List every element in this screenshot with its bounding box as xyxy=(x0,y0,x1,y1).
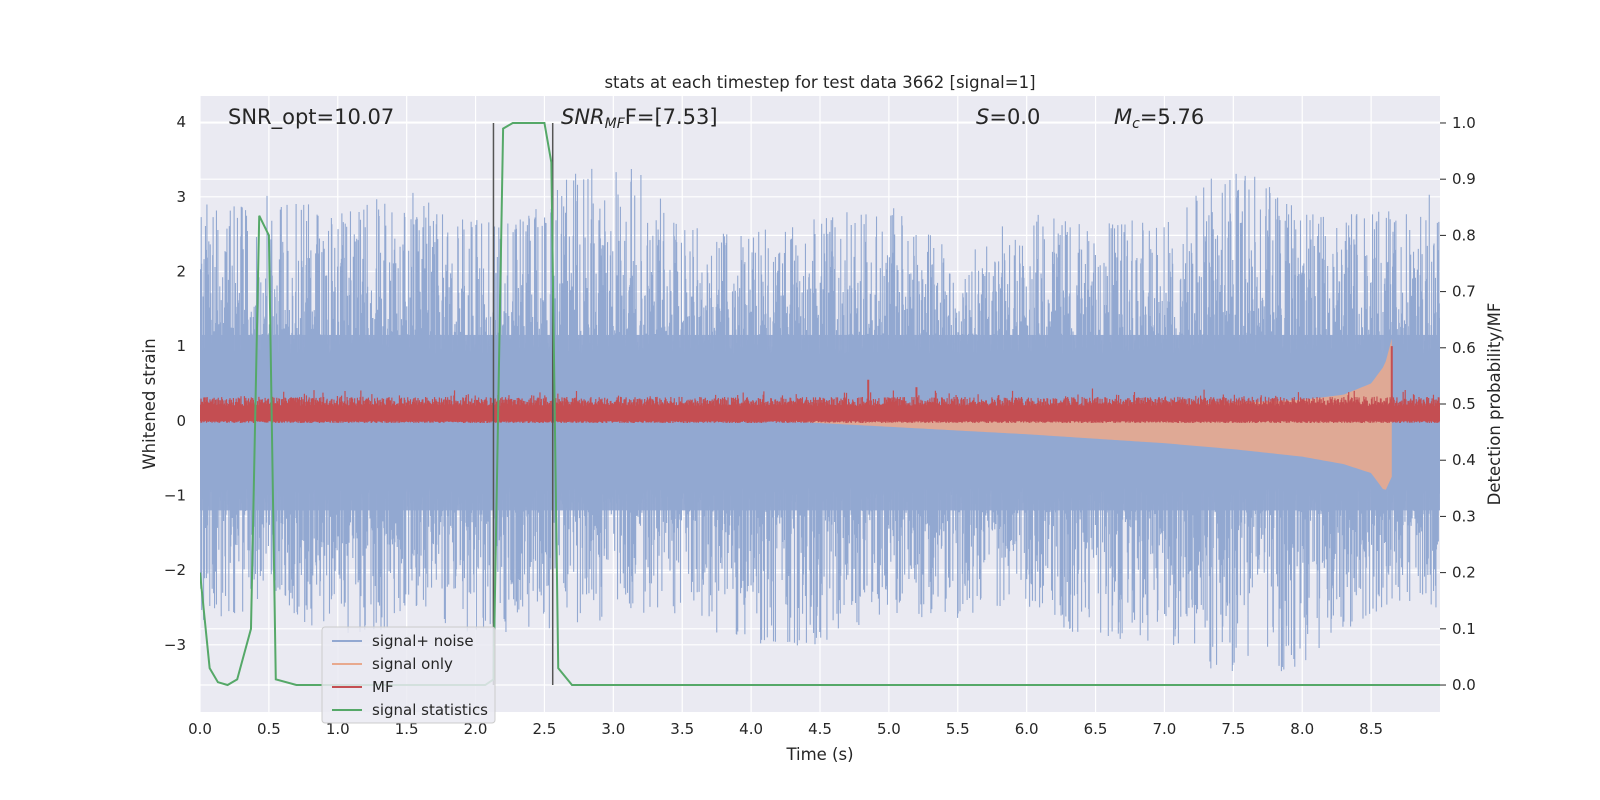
x-axis-ticks: 0.0 0.5 1.0 1.5 2.0 2.5 3.0 3.5 4.0 4.5 5.0 5.5 6.0 6… xyxy=(188,720,1383,738)
legend: signal+ noise signal only MF signal stat… xyxy=(321,626,496,724)
y2-tick-label: 0.9 xyxy=(1452,170,1476,188)
x-axis-title: Time (s) xyxy=(785,745,853,764)
mf-trace xyxy=(200,388,1440,424)
y-tick-label: 2 xyxy=(176,262,186,280)
y2-tick-label: 0.3 xyxy=(1452,507,1476,525)
annotation-mc: Mc=5.76 xyxy=(1114,105,1204,132)
x-tick-label: 2.5 xyxy=(533,720,557,738)
x-tick-label: 2.0 xyxy=(464,720,488,738)
annotation-snr-mf: SNRMFF=[7.53] xyxy=(561,105,718,132)
legend-label-signal-only: signal only xyxy=(372,655,453,673)
y2-tick-label: 0.4 xyxy=(1452,451,1476,469)
y-tick-label: 0 xyxy=(176,412,186,430)
y-tick-label: 3 xyxy=(176,188,186,206)
x-tick-label: 1.0 xyxy=(326,720,350,738)
chart-title: stats at each timestep for test data 366… xyxy=(604,73,1035,92)
x-tick-label: 6.0 xyxy=(1015,720,1039,738)
x-tick-label: 0.5 xyxy=(257,720,281,738)
legend-label-signal-noise: signal+ noise xyxy=(372,632,474,650)
x-tick-label: 4.5 xyxy=(808,720,832,738)
x-tick-label: 7.5 xyxy=(1221,720,1245,738)
y2-axis-title: Detection probability/MF xyxy=(1485,303,1504,506)
y-axis-ticks: −3 −2 −1 0 1 2 3 4 xyxy=(164,113,186,654)
x-tick-label: 8.5 xyxy=(1359,720,1383,738)
x-tick-label: 6.5 xyxy=(1084,720,1108,738)
y-tick-label: 4 xyxy=(176,113,186,131)
x-tick-label: 5.0 xyxy=(877,720,901,738)
x-tick-label: 0.0 xyxy=(188,720,212,738)
y2-tick-label: 1.0 xyxy=(1452,114,1476,132)
x-tick-label: 8.0 xyxy=(1290,720,1314,738)
y2-tick-label: 0.6 xyxy=(1452,339,1476,357)
x-tick-label: 5.5 xyxy=(946,720,970,738)
legend-label-mf: MF xyxy=(372,678,394,696)
y-tick-label: −3 xyxy=(164,636,186,654)
y2-tick-label: 0.2 xyxy=(1452,564,1476,582)
x-tick-label: 7.0 xyxy=(1153,720,1177,738)
y2-tick-label: 0.8 xyxy=(1452,226,1476,244)
y-tick-label: −2 xyxy=(164,561,186,579)
legend-box xyxy=(321,626,496,724)
y2-tick-label: 0.0 xyxy=(1452,676,1476,694)
x-tick-label: 4.0 xyxy=(739,720,763,738)
annotation-s: S=0.0 xyxy=(976,105,1040,129)
y2-axis-ticks: 0.0 0.1 0.2 0.3 0.4 0.5 0.6 0.7 0.8 0.9 1.0 xyxy=(1440,114,1476,694)
y2-tick-label: 0.1 xyxy=(1452,620,1476,638)
y2-tick-label: 0.7 xyxy=(1452,283,1476,301)
y2-tick-label: 0.5 xyxy=(1452,395,1476,413)
y-axis-title: Whitened strain xyxy=(140,338,159,469)
x-tick-label: 3.5 xyxy=(670,720,694,738)
mf-series xyxy=(200,346,1440,424)
x-tick-label: 1.5 xyxy=(395,720,419,738)
annotation-snr-opt: SNR_opt=10.07 xyxy=(228,105,394,130)
y-tick-label: 1 xyxy=(176,337,186,355)
y-tick-label: −1 xyxy=(164,486,186,504)
legend-label-signal-statistics: signal statistics xyxy=(372,701,488,719)
x-tick-label: 3.0 xyxy=(601,720,625,738)
